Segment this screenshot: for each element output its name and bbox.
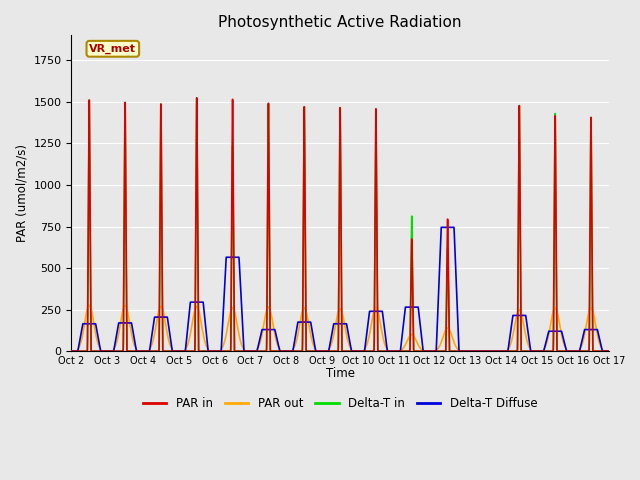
PAR in xyxy=(68,348,76,354)
Line: Delta-T in: Delta-T in xyxy=(72,98,640,351)
Delta-T in xyxy=(432,348,440,354)
Delta-T in xyxy=(185,348,193,354)
X-axis label: Time: Time xyxy=(326,368,355,381)
PAR in xyxy=(554,348,561,354)
PAR out xyxy=(634,348,640,354)
PAR in xyxy=(483,348,490,354)
Title: Photosynthetic Active Radiation: Photosynthetic Active Radiation xyxy=(218,15,462,30)
PAR out xyxy=(519,317,527,323)
Delta-T in xyxy=(554,348,561,354)
Delta-T in xyxy=(483,348,490,354)
Delta-T Diffuse xyxy=(68,348,76,354)
PAR out xyxy=(554,309,561,315)
PAR out xyxy=(483,348,490,354)
PAR out xyxy=(85,302,93,308)
Text: VR_met: VR_met xyxy=(90,44,136,54)
Delta-T Diffuse xyxy=(634,348,640,354)
PAR out xyxy=(68,348,76,354)
Line: Delta-T Diffuse: Delta-T Diffuse xyxy=(72,228,640,351)
PAR in xyxy=(432,348,440,354)
Delta-T in xyxy=(68,348,76,354)
Delta-T in xyxy=(519,348,527,354)
PAR out xyxy=(432,348,440,354)
Delta-T Diffuse xyxy=(519,312,527,318)
Legend: PAR in, PAR out, Delta-T in, Delta-T Diffuse: PAR in, PAR out, Delta-T in, Delta-T Dif… xyxy=(138,392,542,415)
PAR in xyxy=(634,348,640,354)
Delta-T in xyxy=(634,348,640,354)
Delta-T Diffuse xyxy=(437,225,445,230)
PAR in xyxy=(185,348,193,354)
Delta-T Diffuse xyxy=(432,348,440,354)
PAR out xyxy=(185,337,193,343)
Delta-T in xyxy=(193,96,201,101)
Delta-T Diffuse xyxy=(554,328,561,334)
PAR in xyxy=(193,95,201,101)
PAR in xyxy=(519,348,527,354)
Y-axis label: PAR (umol/m2/s): PAR (umol/m2/s) xyxy=(15,144,28,242)
Delta-T Diffuse xyxy=(185,314,193,320)
Line: PAR out: PAR out xyxy=(72,305,640,351)
Line: PAR in: PAR in xyxy=(72,98,640,351)
Delta-T Diffuse xyxy=(483,348,490,354)
